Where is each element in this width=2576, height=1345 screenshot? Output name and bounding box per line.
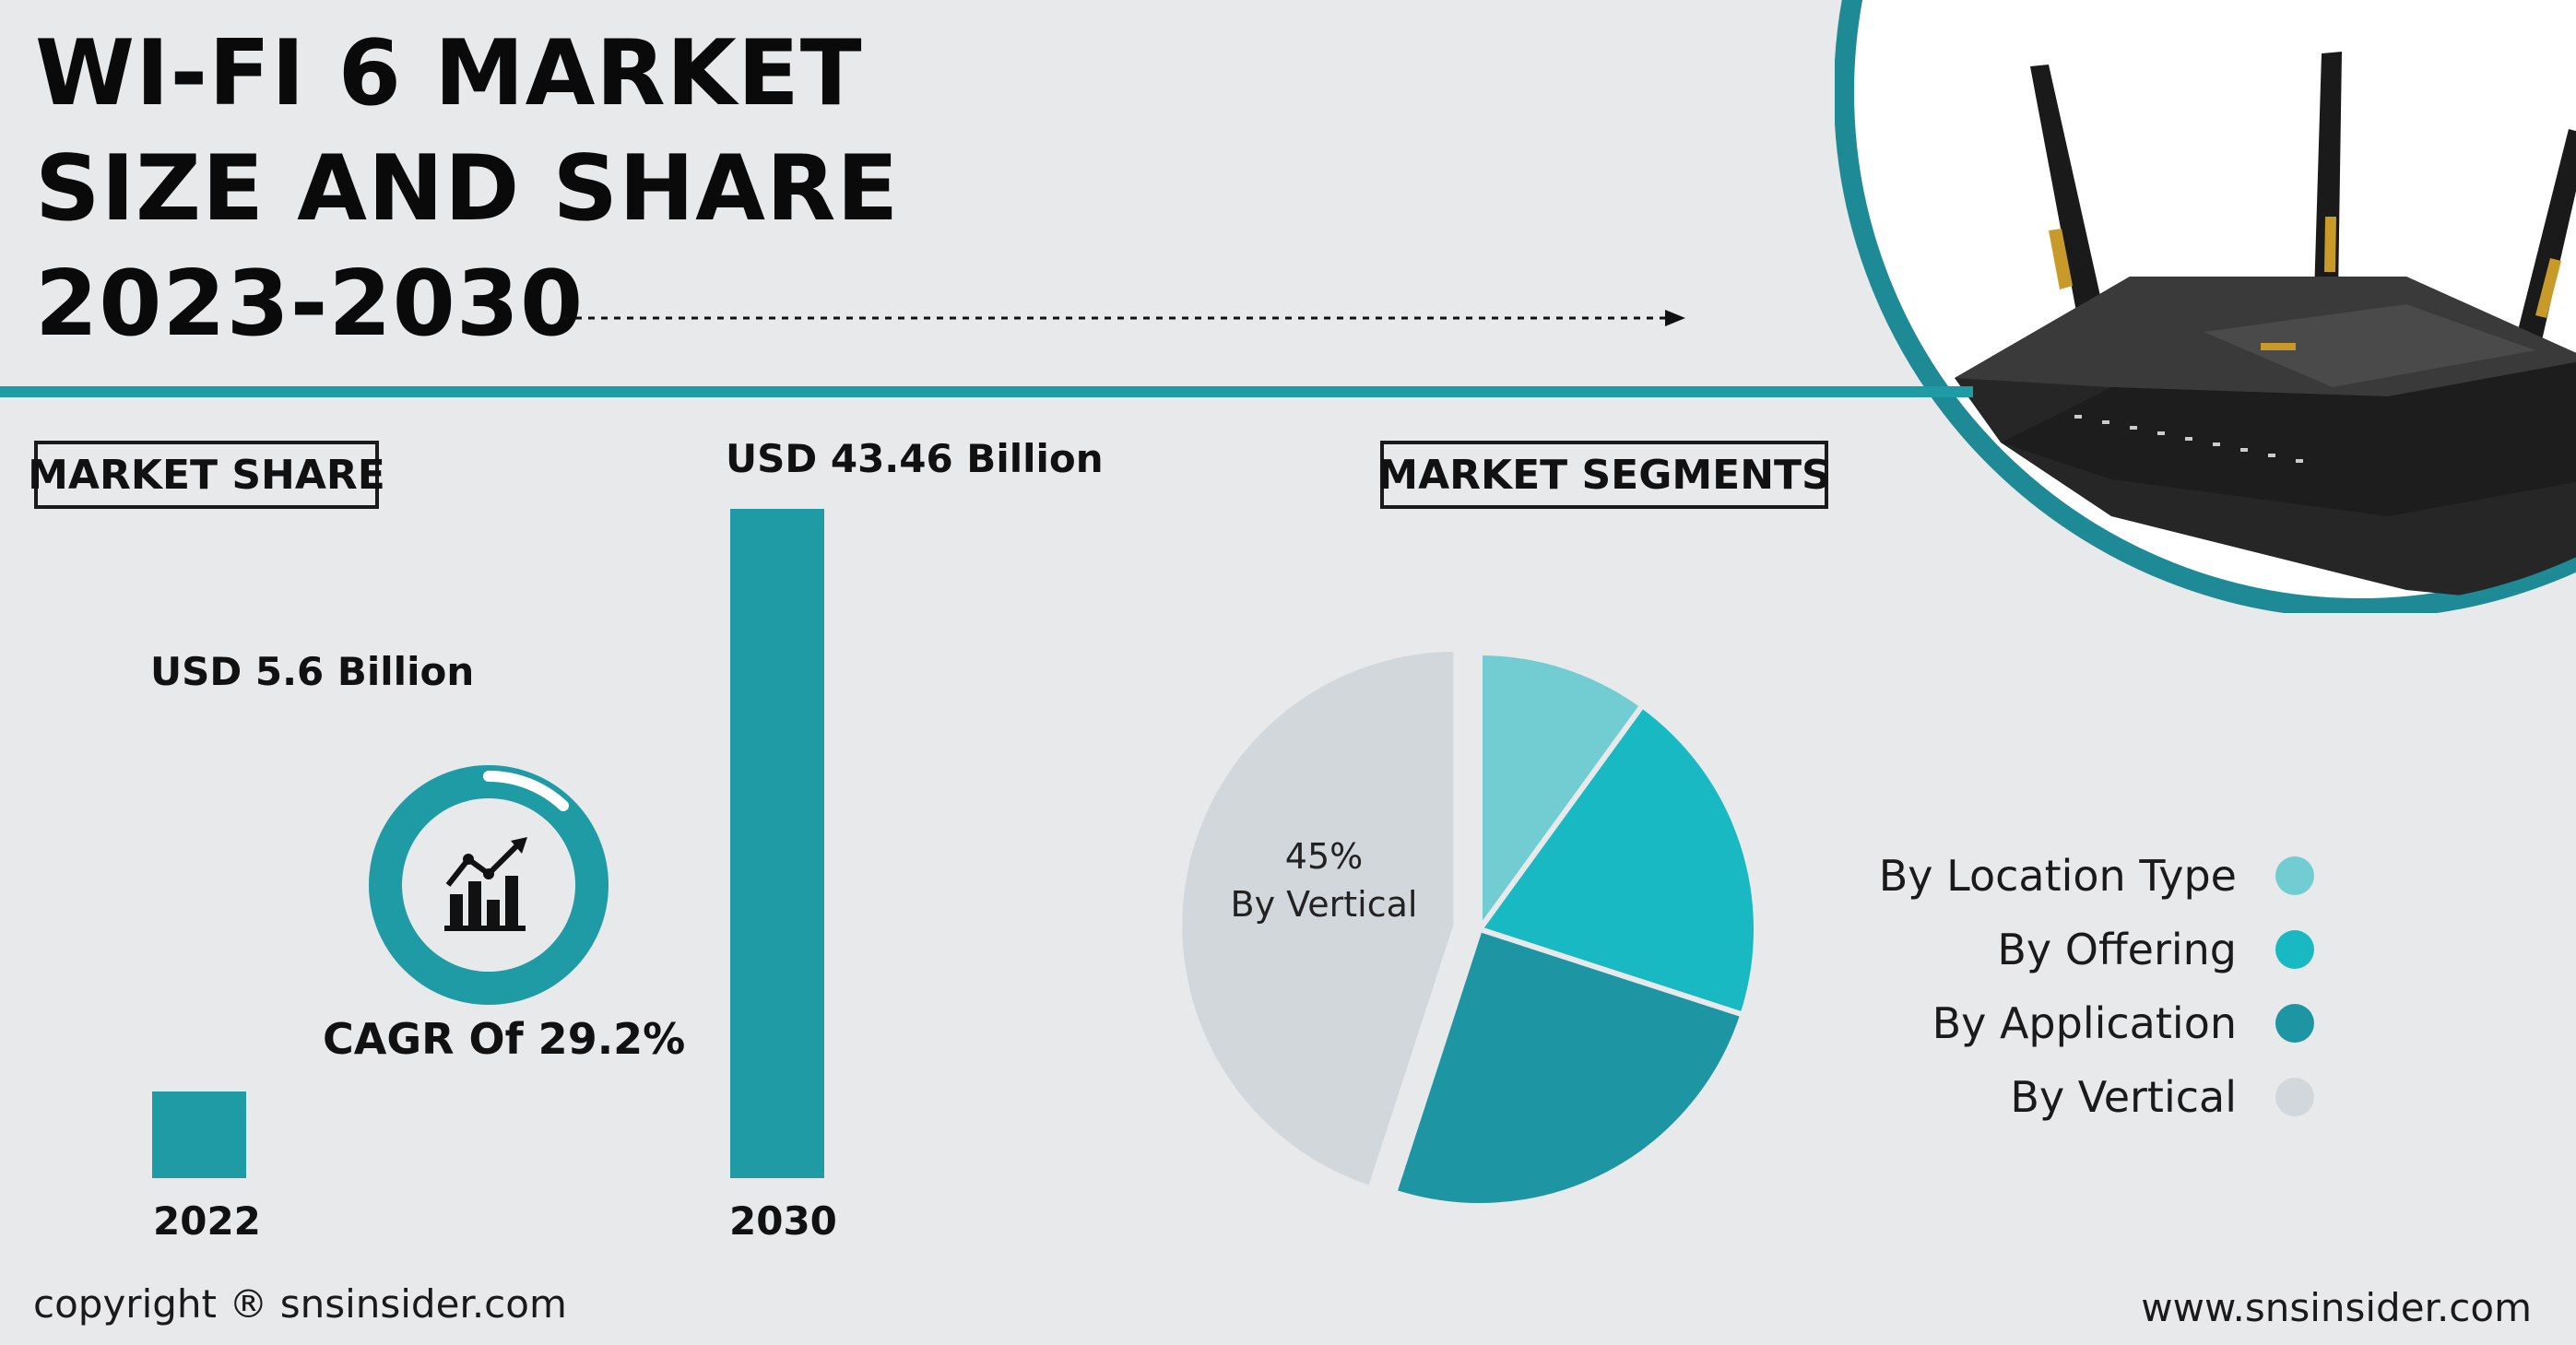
cagr-ring <box>369 765 609 1005</box>
legend-item-offering: By Offering <box>1761 922 2314 977</box>
pie-label-name: By Vertical <box>1231 884 1418 925</box>
legend-item-location-type: By Location Type <box>1761 848 2314 903</box>
dotted-arrow-icon <box>562 310 1685 326</box>
legend-label: By Vertical <box>2010 1072 2237 1122</box>
wifi-router-image <box>1835 0 2576 613</box>
pie-label-percent: 45% <box>1285 836 1363 877</box>
legend-label: By Application <box>1932 998 2237 1048</box>
cagr-text: CAGR Of 29.2% <box>323 1014 686 1064</box>
footer-copyright: copyright ® snsinsider.com <box>33 1281 567 1327</box>
market-segments-label: MARKET SEGMENTS <box>1377 441 1831 509</box>
legend-label: By Offering <box>1997 925 2237 974</box>
bar-2022 <box>152 1091 246 1178</box>
legend-swatch <box>2275 1004 2314 1043</box>
legend-swatch <box>2275 1078 2314 1116</box>
bar-category-2022: 2022 <box>153 1198 261 1244</box>
title-line-3: 2023-2030 <box>35 252 585 357</box>
bar-value-label-2030: USD 43.46 Billion <box>726 436 1104 481</box>
bar-value-label-2022: USD 5.6 Billion <box>150 649 475 694</box>
header-divider <box>0 386 1973 397</box>
segments-pie-chart: 45% By Vertical <box>1176 645 1759 1209</box>
bar-category-2030: 2030 <box>729 1198 837 1244</box>
pie-slice-location-type <box>1477 649 1647 938</box>
market-share-label: MARKET SHARE <box>28 441 385 509</box>
legend-item-application: By Application <box>1761 996 2314 1051</box>
legend-swatch <box>2275 930 2314 969</box>
title-line-2: SIZE AND SHARE <box>35 136 900 242</box>
legend-swatch <box>2275 856 2314 895</box>
growth-chart-icon <box>444 837 527 931</box>
legend-label: By Location Type <box>1878 851 2237 901</box>
segments-legend: By Location Type By Offering By Applicat… <box>1761 848 2314 1125</box>
bar-2030 <box>730 509 824 1178</box>
pie-slice-offering <box>1475 702 1759 1019</box>
page-title: WI-FI 6 MARKET SIZE AND SHARE 2023-2030 <box>35 17 1049 362</box>
footer-website-link[interactable]: www.snsinsider.com <box>2141 1285 2532 1330</box>
pie-slice-application <box>1390 926 1747 1209</box>
pie-slice-vertical <box>1176 645 1459 1193</box>
legend-item-vertical: By Vertical <box>1761 1069 2314 1125</box>
title-line-1: WI-FI 6 MARKET <box>35 21 863 126</box>
